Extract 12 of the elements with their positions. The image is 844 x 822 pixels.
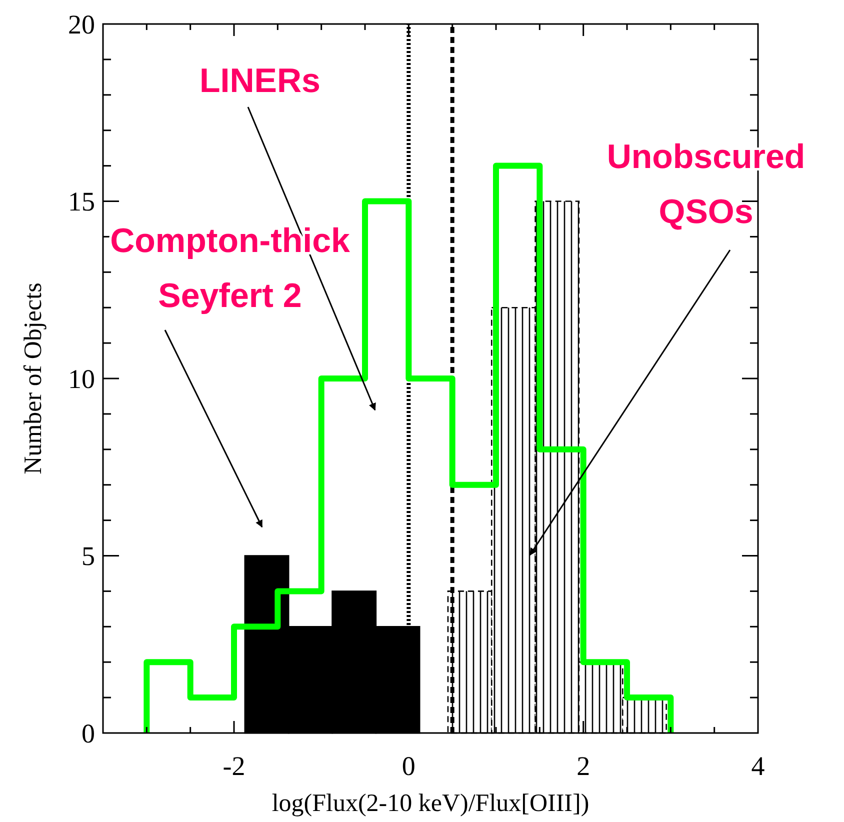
y-tick-label: 10 [68,364,95,394]
x-tick-label: -2 [222,751,246,781]
x-tick-label: 2 [576,751,590,781]
x-tick-label: 0 [402,751,416,781]
y-tick-label: 15 [68,186,95,217]
x-axis-title: log(Flux(2-10 keV)/Flux[OIII]) [272,790,590,817]
annotation: LINERs [200,62,320,100]
y-axis-title: Number of Objects [20,282,47,474]
y-tick-label: 0 [82,718,95,748]
y-tick-label: 20 [68,9,95,40]
y-tick-label: 5 [82,541,95,572]
x-tick-label: 4 [751,751,766,781]
